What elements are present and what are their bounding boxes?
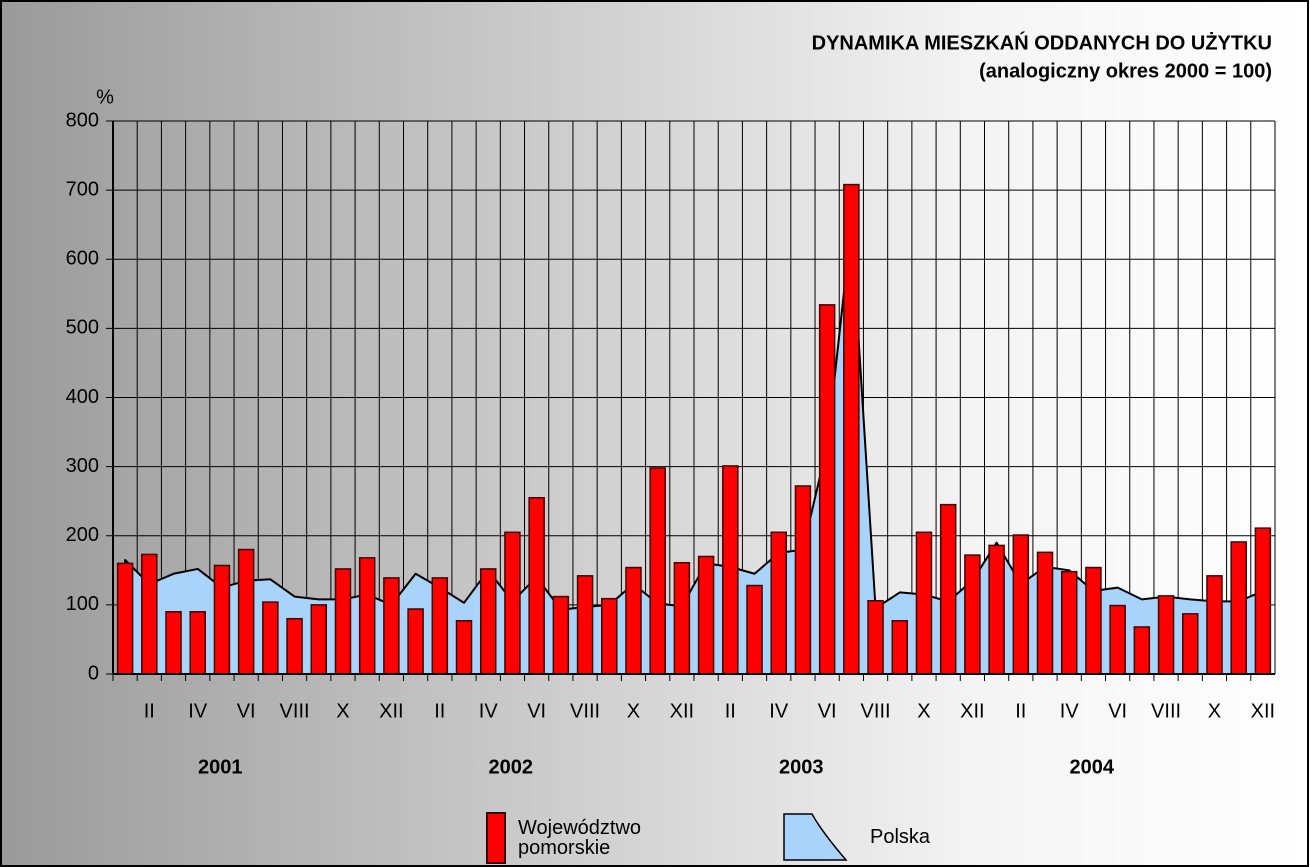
legend-label: Polska bbox=[870, 826, 931, 848]
bar bbox=[939, 503, 957, 675]
x-tick-label: XII bbox=[960, 700, 984, 722]
bar bbox=[1157, 595, 1175, 675]
y-tick-label: 500 bbox=[66, 317, 99, 339]
x-tick-label: XII bbox=[670, 700, 694, 722]
year-label: 2001 bbox=[198, 756, 243, 778]
legend-swatch bbox=[783, 813, 848, 861]
bar bbox=[528, 496, 545, 675]
bar bbox=[1206, 575, 1223, 675]
bar bbox=[891, 620, 909, 675]
bar bbox=[1085, 566, 1102, 675]
x-tick-label: VI bbox=[237, 700, 256, 722]
x-tick-label: II bbox=[434, 700, 445, 722]
legend-swatch bbox=[486, 812, 506, 864]
bar bbox=[576, 575, 594, 675]
year-label: 2004 bbox=[1070, 756, 1115, 778]
x-tick-label: IV bbox=[769, 700, 789, 722]
bar bbox=[431, 577, 449, 675]
x-tick-label: XII bbox=[379, 700, 403, 722]
x-tick-label: IV bbox=[188, 700, 208, 722]
bar bbox=[649, 467, 666, 675]
y-tick-label: 300 bbox=[66, 455, 99, 477]
bar bbox=[1060, 570, 1078, 675]
x-tick-label: II bbox=[144, 700, 155, 722]
bar bbox=[479, 568, 497, 675]
x-tick-label: II bbox=[1015, 700, 1026, 722]
x-tick-label: VIII bbox=[861, 700, 891, 722]
bar bbox=[383, 577, 400, 675]
bar bbox=[770, 531, 787, 675]
x-tick-label: X bbox=[627, 700, 640, 722]
bar bbox=[213, 564, 231, 675]
bar bbox=[746, 584, 763, 675]
bar bbox=[964, 554, 981, 675]
bar bbox=[1254, 527, 1272, 675]
bar bbox=[407, 608, 424, 675]
bar bbox=[1230, 541, 1247, 675]
bar bbox=[1182, 613, 1199, 675]
x-tick-label: IV bbox=[479, 700, 499, 722]
x-tick-label: VI bbox=[818, 700, 837, 722]
bar bbox=[673, 561, 691, 675]
x-tick-label: VI bbox=[527, 700, 546, 722]
bar bbox=[818, 304, 836, 675]
bar bbox=[358, 557, 376, 675]
bar bbox=[988, 544, 1005, 675]
bar bbox=[334, 568, 352, 675]
bar bbox=[286, 617, 303, 675]
y-tick-label: 700 bbox=[66, 178, 99, 200]
bar bbox=[1109, 604, 1126, 675]
bar bbox=[843, 183, 860, 675]
x-tick-label: VIII bbox=[280, 700, 310, 722]
x-tick-label: XII bbox=[1251, 700, 1275, 722]
bar bbox=[141, 553, 158, 675]
x-tick-label: IV bbox=[1060, 700, 1080, 722]
bar bbox=[1012, 534, 1030, 675]
bar bbox=[504, 531, 521, 675]
bar bbox=[1133, 626, 1151, 675]
x-tick-label: X bbox=[917, 700, 930, 722]
chart-title: DYNAMIKA MIESZKAŃ ODDANYCH DO UŻYTKU bbox=[812, 31, 1272, 54]
x-tick-label: VI bbox=[1108, 700, 1127, 722]
chart-subtitle: (analogiczny okres 2000 = 100) bbox=[979, 60, 1272, 82]
y-tick-label: 800 bbox=[66, 109, 99, 131]
bar bbox=[552, 595, 570, 675]
y-tick-label: 400 bbox=[66, 386, 99, 408]
bar bbox=[794, 485, 812, 675]
y-tick-label: 0 bbox=[88, 662, 99, 684]
bar bbox=[867, 599, 884, 675]
bar bbox=[189, 611, 206, 675]
y-tick-label: 100 bbox=[66, 593, 99, 615]
bar bbox=[165, 611, 182, 675]
bar bbox=[1036, 551, 1054, 675]
x-tick-label: VIII bbox=[570, 700, 600, 722]
x-tick-label: II bbox=[725, 700, 736, 722]
bar bbox=[116, 562, 134, 675]
bar bbox=[237, 548, 255, 675]
bar bbox=[697, 555, 715, 675]
year-label: 2002 bbox=[489, 756, 534, 778]
x-tick-label: X bbox=[1208, 700, 1221, 722]
y-tick-label: 200 bbox=[66, 524, 99, 546]
bar bbox=[625, 566, 642, 675]
y-axis-label: % bbox=[96, 86, 114, 108]
bar bbox=[915, 531, 933, 675]
x-tick-label: X bbox=[336, 700, 349, 722]
year-label: 2003 bbox=[779, 756, 824, 778]
legend-label: Województwo pomorskie bbox=[518, 817, 642, 859]
x-tick-label: VIII bbox=[1151, 700, 1181, 722]
y-tick-label: 600 bbox=[66, 248, 99, 270]
bar bbox=[455, 620, 473, 675]
bar bbox=[601, 597, 618, 675]
bar bbox=[722, 465, 739, 675]
bar bbox=[310, 604, 328, 675]
bar bbox=[262, 601, 279, 675]
